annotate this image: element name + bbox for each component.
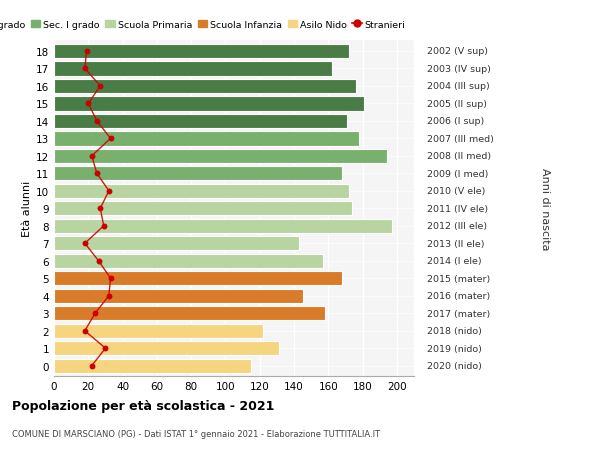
Bar xyxy=(54,149,386,164)
Text: 2020 (nido): 2020 (nido) xyxy=(427,361,481,370)
Text: 2011 (IV ele): 2011 (IV ele) xyxy=(427,204,488,213)
Text: 2012 (III ele): 2012 (III ele) xyxy=(427,222,487,231)
Bar xyxy=(54,324,263,338)
Point xyxy=(99,223,109,230)
Point xyxy=(104,188,113,195)
Text: Anni di nascita: Anni di nascita xyxy=(541,168,550,250)
Point xyxy=(106,135,115,143)
Bar xyxy=(54,45,349,59)
Point xyxy=(82,48,91,56)
Point xyxy=(83,101,93,108)
Point xyxy=(95,83,105,90)
Point xyxy=(101,345,110,352)
Text: 2004 (III sup): 2004 (III sup) xyxy=(427,82,490,91)
Text: 2013 (II ele): 2013 (II ele) xyxy=(427,239,484,248)
Point xyxy=(92,118,101,125)
Bar xyxy=(54,236,299,251)
Bar xyxy=(54,62,332,76)
Bar xyxy=(54,79,356,94)
Text: 2018 (nido): 2018 (nido) xyxy=(427,326,481,336)
Text: 2015 (mater): 2015 (mater) xyxy=(427,274,490,283)
Text: 2016 (mater): 2016 (mater) xyxy=(427,291,490,301)
Text: 2014 (I ele): 2014 (I ele) xyxy=(427,257,481,266)
Point xyxy=(106,275,115,282)
Point xyxy=(95,205,105,213)
Text: 2009 (I med): 2009 (I med) xyxy=(427,169,488,179)
Point xyxy=(92,170,101,178)
Point xyxy=(104,292,113,300)
Bar xyxy=(54,219,392,234)
Bar xyxy=(54,359,251,373)
Text: 2007 (III med): 2007 (III med) xyxy=(427,134,493,144)
Text: Popolazione per età scolastica - 2021: Popolazione per età scolastica - 2021 xyxy=(12,399,274,412)
Text: 2019 (nido): 2019 (nido) xyxy=(427,344,481,353)
Text: 2006 (I sup): 2006 (I sup) xyxy=(427,117,484,126)
Bar xyxy=(54,289,302,303)
Bar xyxy=(54,132,359,146)
Legend: Sec. II grado, Sec. I grado, Scuola Primaria, Scuola Infanzia, Asilo Nido, Stran: Sec. II grado, Sec. I grado, Scuola Prim… xyxy=(0,17,409,33)
Bar xyxy=(54,271,342,286)
Bar xyxy=(54,307,325,321)
Y-axis label: Età alunni: Età alunni xyxy=(22,181,32,237)
Point xyxy=(91,310,100,317)
Text: 2017 (mater): 2017 (mater) xyxy=(427,309,490,318)
Bar xyxy=(54,114,347,129)
Point xyxy=(80,240,89,247)
Bar xyxy=(54,167,342,181)
Text: 2005 (II sup): 2005 (II sup) xyxy=(427,100,487,109)
Text: 2002 (V sup): 2002 (V sup) xyxy=(427,47,488,56)
Point xyxy=(87,362,97,369)
Bar xyxy=(54,202,352,216)
Bar xyxy=(54,184,349,199)
Text: 2008 (II med): 2008 (II med) xyxy=(427,152,491,161)
Point xyxy=(80,66,89,73)
Bar xyxy=(54,97,364,111)
Text: 2003 (IV sup): 2003 (IV sup) xyxy=(427,65,490,74)
Point xyxy=(80,327,89,335)
Point xyxy=(87,153,97,160)
Point xyxy=(94,257,103,265)
Text: 2010 (V ele): 2010 (V ele) xyxy=(427,187,485,196)
Bar xyxy=(54,341,278,356)
Bar xyxy=(54,254,323,269)
Text: COMUNE DI MARSCIANO (PG) - Dati ISTAT 1° gennaio 2021 - Elaborazione TUTTITALIA.: COMUNE DI MARSCIANO (PG) - Dati ISTAT 1°… xyxy=(12,429,380,438)
